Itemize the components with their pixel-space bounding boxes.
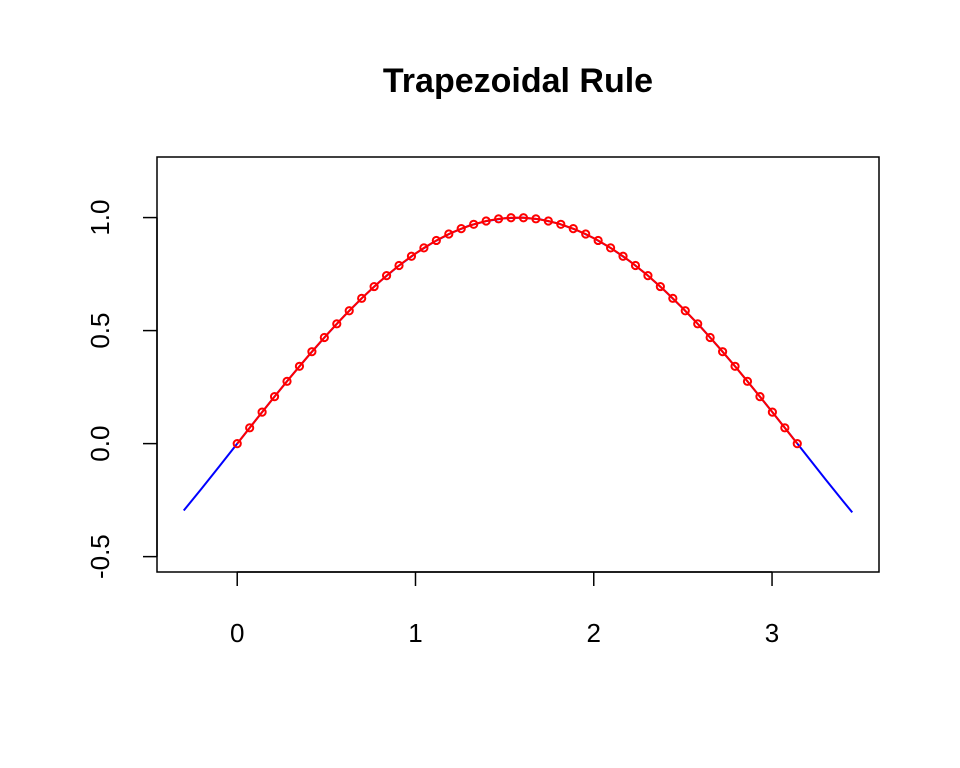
plot-frame	[156, 156, 880, 573]
trapezoid-point	[568, 224, 578, 234]
curve-line	[182, 216, 854, 513]
trapezoid-point	[630, 260, 641, 271]
trapezoid-point	[655, 281, 665, 292]
trapezoid-point	[232, 439, 242, 449]
trapezoid-point	[394, 260, 404, 271]
trapezoid-point	[245, 423, 255, 433]
trapezoid-line	[236, 216, 799, 445]
trapezoid-point	[618, 251, 628, 261]
trapezoid-point	[444, 229, 454, 239]
x-tick-label: 0	[230, 618, 244, 648]
x-tick-label: 1	[408, 618, 422, 648]
trapezoid-point	[755, 392, 765, 402]
trapezoid-point	[381, 271, 392, 281]
trapezoid-point	[406, 251, 417, 261]
trapezoid-point	[792, 439, 802, 449]
y-tick-label: 0.5	[85, 313, 115, 349]
trapezoid-point	[668, 293, 678, 303]
trapezoid-point	[543, 216, 553, 226]
trapezoid-point	[257, 407, 267, 417]
trapezoid-point	[780, 423, 790, 433]
trapezoid-point	[481, 216, 491, 226]
trapezoid-point	[581, 229, 591, 239]
trapezoid-point	[319, 332, 329, 343]
x-tick-label: 3	[765, 618, 779, 648]
trapezoid-point	[593, 235, 603, 246]
trapezoid-point	[493, 214, 504, 224]
trapezoid-point	[730, 361, 740, 371]
x-axis: 0 1 2 3	[230, 571, 779, 648]
trapezoid-point	[556, 219, 566, 229]
trapezoid-point	[357, 293, 367, 303]
trapezoid-point	[269, 392, 280, 402]
trapezoid-point	[307, 347, 317, 357]
y-axis: -0.5 0.0 0.5 1.0	[85, 199, 158, 579]
trapezoid-point	[369, 281, 379, 292]
trapezoid-point	[332, 319, 342, 329]
trapezoid-point	[718, 347, 728, 357]
trapezoid-point	[294, 361, 305, 371]
trapezoid-point	[531, 214, 541, 224]
trapezoid-point	[419, 243, 429, 253]
series-layer	[182, 213, 854, 513]
y-tick-label: 0.0	[85, 426, 115, 462]
trapezoid-point	[282, 376, 292, 386]
trapezoid-point	[518, 213, 529, 223]
trapezoid-point	[643, 271, 653, 281]
trapezoid-point	[456, 224, 466, 234]
y-tick-label: -0.5	[85, 534, 115, 579]
trapezoid-point	[431, 235, 441, 246]
trapezoid-point	[705, 332, 715, 343]
trapezoid-point	[693, 319, 703, 329]
x-tick-label: 2	[587, 618, 601, 648]
trapezoid-point	[680, 306, 690, 316]
y-tick-label: 1.0	[85, 199, 115, 235]
trapezoid-point	[469, 219, 479, 229]
chart-title: Trapezoidal Rule	[383, 62, 653, 100]
trapezoid-point	[742, 376, 753, 386]
trapezoid-point	[506, 213, 516, 223]
trapezoid-point	[344, 306, 354, 316]
trapezoid-point	[767, 407, 777, 417]
trapezoid-point	[605, 243, 616, 253]
